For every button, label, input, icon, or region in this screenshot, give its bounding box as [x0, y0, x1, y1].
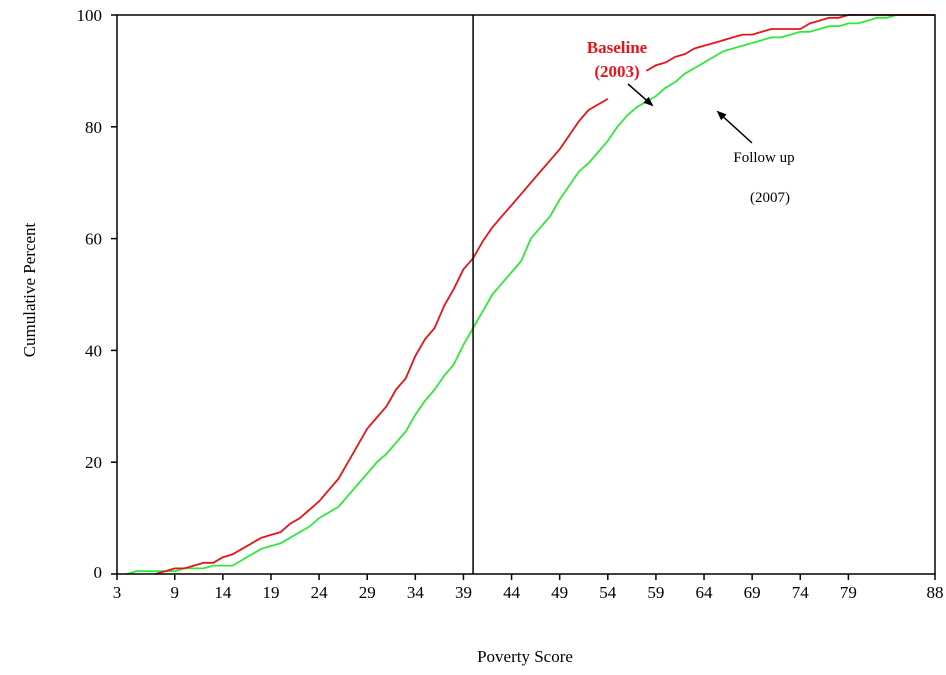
baseline-arrow	[627, 83, 654, 107]
x-tick-label: 29	[359, 583, 376, 602]
x-tick-label: 79	[840, 583, 857, 602]
x-tick-label: 24	[311, 583, 329, 602]
baseline-annotation-line1: Baseline	[587, 38, 648, 57]
y-tick-label: 80	[85, 118, 102, 137]
x-tick-label: 19	[262, 583, 279, 602]
x-tick-label: 14	[214, 583, 232, 602]
followup-arrow	[716, 110, 753, 144]
x-tick-label: 9	[170, 583, 179, 602]
x-tick-label: 74	[792, 583, 810, 602]
x-tick-label: 39	[455, 583, 472, 602]
x-tick-label: 59	[647, 583, 664, 602]
y-axis-label: Cumulative Percent	[20, 222, 39, 357]
followup-annotation-line2: (2007)	[750, 190, 790, 206]
x-tick-label: 34	[407, 583, 425, 602]
x-tick-label: 49	[551, 583, 568, 602]
y-tick-label: 0	[94, 563, 103, 582]
x-tick-label: 44	[503, 583, 521, 602]
followup-annotation-line1: Follow up	[733, 150, 794, 166]
x-tick-label: 64	[696, 583, 714, 602]
baseline-2003-line	[155, 14, 935, 575]
series-layer	[126, 14, 935, 575]
y-tick-label: 20	[85, 453, 102, 472]
x-tick-label: 69	[744, 583, 761, 602]
follow-up-2007-line	[126, 14, 935, 575]
x-tick-label: 54	[599, 583, 617, 602]
baseline-annotation-line2: (2003)	[594, 62, 639, 81]
y-tick-label: 60	[85, 230, 102, 249]
x-axis-label: Poverty Score	[477, 647, 573, 666]
y-tick-label: 40	[85, 341, 102, 360]
plot-area-frame	[116, 14, 936, 575]
x-tick-label: 88	[927, 583, 944, 602]
y-tick-label: 100	[77, 6, 103, 25]
x-tick-label: 3	[113, 583, 122, 602]
